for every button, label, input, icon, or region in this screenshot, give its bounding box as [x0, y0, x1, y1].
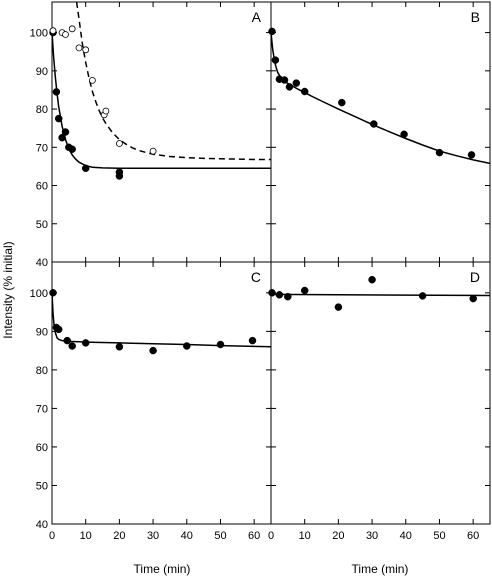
panel-d-frame	[270, 261, 491, 525]
x-tick-label-c-50: 50	[214, 530, 226, 542]
panel-label-c: C	[251, 269, 261, 285]
data-point-b-filled-3	[280, 76, 289, 84]
data-point-c-filled-0	[49, 289, 57, 297]
data-point-a-open-0	[49, 27, 57, 35]
data-point-d-filled-0	[268, 289, 276, 297]
y-tick-label-c-90: 90	[36, 326, 48, 338]
data-point-a-filled-9	[115, 172, 124, 180]
y-tick-label-a-70: 70	[36, 142, 48, 154]
fit-curve-b-solid	[271, 32, 490, 165]
data-point-a-open-3	[68, 25, 76, 33]
data-points-layer	[49, 25, 477, 355]
x-tick-label-c-30: 30	[147, 530, 159, 542]
data-point-b-filled-11	[467, 151, 476, 159]
data-point-c-filled-7	[149, 346, 157, 355]
data-point-c-filled-9	[216, 340, 225, 349]
data-point-a-open-2	[62, 31, 69, 38]
y-tick-label-c-80: 80	[36, 365, 48, 377]
y-tick-label-a-80: 80	[36, 104, 48, 116]
data-point-a-filled-3	[58, 133, 66, 142]
y-tick-label-a-60: 60	[36, 181, 48, 193]
data-point-d-filled-1	[275, 291, 284, 299]
y-tick-label-c-40: 40	[36, 519, 48, 531]
data-point-d-filled-6	[418, 292, 427, 300]
panel-label-a: A	[252, 9, 262, 25]
y-tick-label-c-50: 50	[36, 480, 48, 492]
data-point-b-filled-9	[400, 130, 408, 139]
data-point-b-filled-0	[268, 27, 276, 36]
data-point-b-filled-4	[285, 83, 294, 91]
data-point-a-filled-4	[61, 128, 70, 136]
data-point-b-filled-7	[338, 98, 346, 107]
data-point-b-filled-5	[292, 79, 301, 87]
fit-curve-d-solid	[271, 293, 490, 297]
x-tick-label-d-30: 30	[366, 530, 378, 542]
x-tick-label-d-0: 0	[268, 530, 274, 542]
panel-c-frame	[51, 261, 272, 525]
data-point-d-filled-5	[368, 275, 376, 284]
data-point-c-filled-6	[115, 343, 124, 351]
data-point-a-filled-6	[68, 145, 76, 153]
data-point-a-open-8	[102, 107, 110, 115]
data-point-b-filled-1	[271, 56, 280, 64]
x-tick-label-d-60: 60	[467, 530, 479, 542]
panel-a-frame	[51, 1, 272, 263]
data-point-c-filled-5	[81, 339, 90, 347]
panel-label-d: D	[470, 269, 480, 285]
data-point-b-filled-10	[435, 148, 444, 157]
x-axis-title-right: Time (min)	[352, 562, 409, 576]
axes-layer	[51, 1, 491, 525]
data-point-b-filled-8	[370, 120, 378, 128]
y-tick-label-c-70: 70	[36, 403, 48, 415]
data-point-a-open-9	[116, 140, 123, 147]
x-tick-label-d-50: 50	[433, 530, 445, 542]
x-tick-label-c-40: 40	[181, 530, 193, 542]
x-tick-label-d-10: 10	[299, 530, 311, 542]
fit-curves-layer	[52, 2, 490, 348]
x-tick-label-c-10: 10	[80, 530, 92, 542]
fit-curve-a-dashed	[75, 2, 271, 161]
x-tick-label-c-60: 60	[248, 530, 260, 542]
data-point-a-filled-2	[54, 114, 63, 123]
fit-curve-c-solid	[52, 292, 271, 348]
data-point-a-open-4	[75, 44, 83, 52]
data-point-c-filled-10	[248, 336, 257, 345]
x-tick-label-c-20: 20	[113, 530, 125, 542]
y-tick-label-a-90: 90	[36, 66, 48, 78]
data-point-a-open-10	[149, 147, 157, 155]
data-point-c-filled-8	[183, 342, 191, 350]
y-tick-label-a-100: 100	[30, 28, 48, 40]
x-axis-title-left: Time (min)	[134, 562, 191, 576]
x-tick-label-d-20: 20	[332, 530, 344, 542]
data-point-d-filled-7	[469, 294, 477, 303]
panel-b-frame	[270, 1, 491, 263]
x-tick-label-c-0: 0	[49, 530, 55, 542]
data-point-d-filled-3	[300, 286, 309, 295]
data-point-c-filled-3	[63, 336, 71, 345]
data-point-a-filled-1	[52, 88, 61, 96]
y-tick-label-a-50: 50	[36, 219, 48, 231]
y-tick-label-c-100: 100	[30, 288, 48, 300]
x-tick-label-d-40: 40	[400, 530, 412, 542]
data-point-d-filled-4	[334, 303, 343, 311]
y-tick-label-a-40: 40	[36, 257, 48, 269]
data-point-c-filled-2	[54, 325, 63, 334]
y-axis-title: Intensity (% initial)	[1, 241, 15, 338]
panel-label-b: B	[471, 9, 480, 25]
data-point-d-filled-2	[284, 292, 292, 301]
data-point-a-open-6	[89, 77, 96, 84]
fit-curve-a-solid	[52, 32, 271, 170]
y-tick-label-c-60: 60	[36, 442, 48, 454]
data-point-c-filled-4	[68, 342, 76, 350]
data-point-b-filled-6	[300, 87, 309, 96]
data-point-a-filled-7	[81, 164, 90, 173]
data-point-a-open-5	[82, 46, 90, 54]
